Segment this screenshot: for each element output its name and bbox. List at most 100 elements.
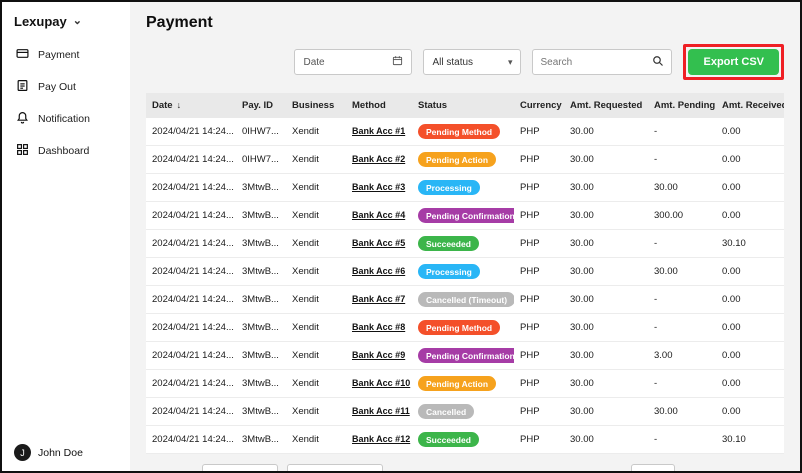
- cell-status: Pending Method: [412, 313, 514, 342]
- cell-method: Bank Acc #11: [346, 397, 412, 426]
- sidebar-item-label: Pay Out: [38, 81, 76, 93]
- cell-date: 2024/04/21 14:24...: [146, 341, 236, 370]
- method-link[interactable]: Bank Acc #6: [352, 266, 406, 276]
- method-link[interactable]: Bank Acc #1: [352, 126, 406, 136]
- cell-business: Xendit: [286, 257, 346, 286]
- method-link[interactable]: Bank Acc #9: [352, 350, 406, 360]
- previous-page-button[interactable]: ‹: [750, 470, 763, 471]
- column-header[interactable]: Business: [286, 93, 346, 118]
- status-badge: Cancelled (Timeout): [418, 292, 514, 307]
- bell-icon: [16, 111, 29, 127]
- method-link[interactable]: Bank Acc #10: [352, 378, 411, 388]
- cell-amt_pending: -: [648, 118, 716, 146]
- brand: Lexupay ⌄: [2, 12, 130, 39]
- method-link[interactable]: Bank Acc #2: [352, 154, 406, 164]
- cell-pay_id: 0IHW7...: [236, 145, 286, 174]
- user-menu[interactable]: J John Doe: [2, 438, 130, 463]
- column-header[interactable]: Currency: [514, 93, 564, 118]
- cell-amt_received: 0.00: [716, 397, 784, 426]
- status-badge: Succeeded: [418, 236, 479, 251]
- cell-method: Bank Acc #7: [346, 285, 412, 314]
- column-header[interactable]: Pay. ID: [236, 93, 286, 118]
- cell-pay_id: 3MtwB...: [236, 313, 286, 342]
- chevron-down-icon[interactable]: ⌄: [72, 14, 82, 27]
- table-row: 2024/04/21 14:24... 3MtwB... Xendit Bank Ac…: [146, 257, 784, 286]
- column-header[interactable]: Status: [412, 93, 514, 118]
- status-badge: Pending Method: [418, 320, 501, 335]
- cell-business: Xendit: [286, 173, 346, 202]
- sidebar-item-notification[interactable]: Notification: [2, 103, 130, 135]
- cell-amt_pending: 30.00: [648, 173, 716, 202]
- method-link[interactable]: Bank Acc #8: [352, 322, 406, 332]
- cell-amt_requested: 30.00: [564, 173, 648, 202]
- column-header[interactable]: Date ↓: [146, 93, 236, 118]
- filter-bar: Date All status ▾ Export CSV: [146, 44, 784, 80]
- cell-date: 2024/04/21 14:24...: [146, 145, 236, 174]
- rows-per-page-select[interactable]: 20 ▾: [631, 464, 676, 471]
- cell-amt_pending: -: [648, 145, 716, 174]
- payments-table: Date ↓ Pay. ID Business Method Status Currency…: [146, 93, 784, 454]
- table-row: 2024/04/21 14:24... 0IHW7... Xendit Bank Ac…: [146, 145, 784, 174]
- date-filter-placeholder: Date: [303, 56, 325, 68]
- cell-amt_pending: -: [648, 313, 716, 342]
- cell-business: Xendit: [286, 397, 346, 426]
- cell-amt_requested: 30.00: [564, 201, 648, 230]
- page-title: Payment: [146, 14, 213, 31]
- cell-pay_id: 3MtwB...: [236, 341, 286, 370]
- chevron-down-icon: ▾: [507, 56, 513, 67]
- method-link[interactable]: Bank Acc #11: [352, 406, 410, 416]
- status-badge: Pending Confirmation: [418, 348, 514, 363]
- cell-amt_received: 0.00: [716, 145, 784, 174]
- table-row: 2024/04/21 14:24... 3MtwB... Xendit Bank Ac…: [146, 173, 784, 202]
- cell-status: Succeeded: [412, 425, 514, 454]
- cell-pay_id: 0IHW7...: [236, 118, 286, 146]
- table-row: 2024/04/21 14:24... 3MtwB... Xendit Bank Ac…: [146, 397, 784, 426]
- cell-amt_requested: 30.00: [564, 285, 648, 314]
- method-link[interactable]: Bank Acc #7: [352, 294, 406, 304]
- status-filter-select[interactable]: All status ▾: [423, 49, 522, 75]
- cell-status: Pending Action: [412, 145, 514, 174]
- next-page-button[interactable]: ›: [771, 470, 784, 471]
- cell-date: 2024/04/21 14:24...: [146, 229, 236, 258]
- cell-currency: PHP: [514, 285, 564, 314]
- table-row: 2024/04/21 14:24... 3MtwB... Xendit Bank Ac…: [146, 285, 784, 314]
- cell-pay_id: 3MtwB...: [236, 201, 286, 230]
- cell-status: Pending Action: [412, 369, 514, 398]
- cell-amt_received: 0.00: [716, 201, 784, 230]
- sidebar-item-payment[interactable]: Payment: [2, 39, 130, 71]
- search-input[interactable]: [540, 56, 653, 68]
- column-header[interactable]: Amt. Received: [716, 93, 784, 118]
- cell-amt_requested: 30.00: [564, 369, 648, 398]
- cell-amt_requested: 30.00: [564, 229, 648, 258]
- method-link[interactable]: Bank Acc #3: [352, 182, 406, 192]
- table-body: 2024/04/21 14:24... 0IHW7... Xendit Bank Ac…: [146, 118, 784, 454]
- sort-date-select[interactable]: Date Latest ▾: [201, 464, 279, 471]
- export-csv-button[interactable]: Export CSV: [688, 49, 779, 75]
- cell-amt_pending: -: [648, 369, 716, 398]
- sidebar-item-dashboard[interactable]: Dashboard: [2, 135, 130, 167]
- sort-desc-icon[interactable]: ↓: [176, 100, 182, 110]
- method-link[interactable]: Bank Acc #4: [352, 210, 406, 220]
- cell-date: 2024/04/21 14:24...: [146, 201, 236, 230]
- column-header[interactable]: Method: [346, 93, 412, 118]
- cell-method: Bank Acc #12: [346, 425, 412, 454]
- sidebar-item-label: Notification: [38, 113, 90, 125]
- cell-method: Bank Acc #8: [346, 313, 412, 342]
- method-link[interactable]: Bank Acc #12: [352, 434, 411, 444]
- search-icon[interactable]: [652, 55, 664, 70]
- column-header[interactable]: Amt. Requested: [564, 93, 648, 118]
- method-link[interactable]: Bank Acc #5: [352, 238, 406, 248]
- sidebar-item-payout[interactable]: Pay Out: [2, 71, 130, 103]
- cell-amt_requested: 30.00: [564, 313, 648, 342]
- sidebar-item-label: Dashboard: [38, 145, 90, 157]
- cell-currency: PHP: [514, 118, 564, 146]
- cell-date: 2024/04/21 14:24...: [146, 118, 236, 146]
- column-header[interactable]: Amt. Pending: [648, 93, 716, 118]
- cell-amt_requested: 30.00: [564, 145, 648, 174]
- status-badge: Pending Method: [418, 124, 501, 139]
- date-filter[interactable]: Date: [294, 49, 413, 75]
- table-row: 2024/04/21 14:24... 3MtwB... Xendit Bank Ac…: [146, 313, 784, 342]
- sort-amount-select[interactable]: Amount Largest ▾: [287, 464, 384, 471]
- sidebar-item-label: Payment: [38, 49, 80, 61]
- status-badge: Pending Confirmation: [418, 208, 514, 223]
